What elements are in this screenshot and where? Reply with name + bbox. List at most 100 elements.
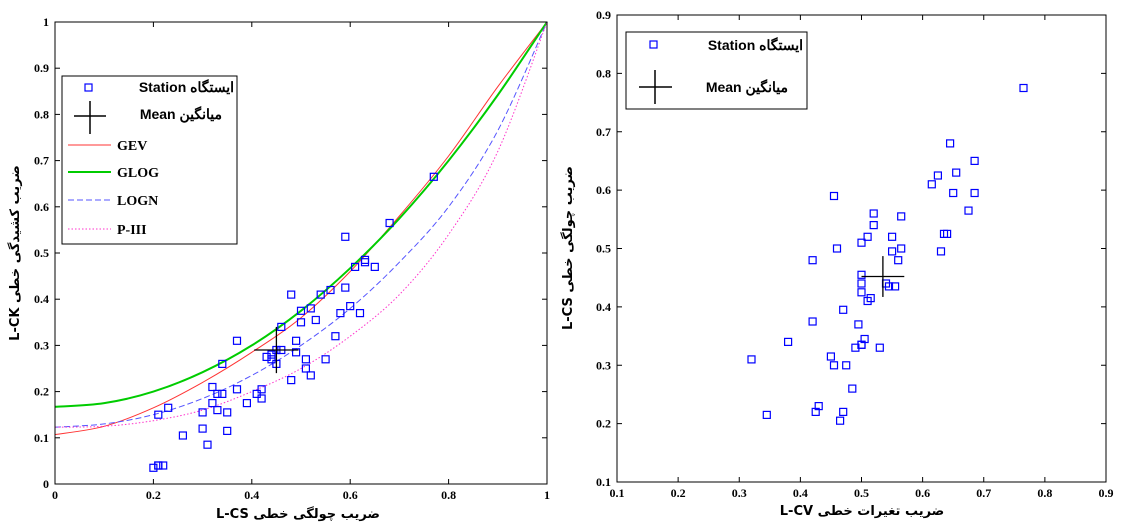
station-point xyxy=(429,172,438,181)
station-point xyxy=(839,407,848,416)
station-point xyxy=(894,256,903,265)
station-point xyxy=(232,385,242,394)
station-point xyxy=(829,361,839,370)
station-point xyxy=(890,282,900,291)
station-point xyxy=(875,343,884,352)
x-axis-ticks: 0 0.2 0.4 0.6 0.8 1 xyxy=(52,22,550,502)
station-point xyxy=(232,336,242,345)
y-axis-ticks: 0 0.1 0.2 0.3 0.4 0.5 0.6 0.7 0.8 0.9 1 xyxy=(34,15,547,491)
y-tick-label: 1 xyxy=(43,15,49,29)
legend-box xyxy=(625,31,808,110)
x-tick-label: 0.3 xyxy=(732,486,747,500)
station-point xyxy=(321,355,330,364)
station-point xyxy=(159,461,168,470)
station-point xyxy=(848,384,857,393)
legend-mean-label: Mean میانگین xyxy=(140,106,222,123)
station-point xyxy=(311,315,320,325)
station-point xyxy=(835,416,845,425)
station-point xyxy=(292,348,301,357)
station-point xyxy=(341,232,350,241)
y-tick-label: 0.5 xyxy=(596,242,611,256)
station-point xyxy=(223,426,232,435)
lcv-lcs-chart: 0.1 0.2 0.3 0.4 0.5 0.6 0.7 0.8 0.9 0.1 0.2 0.3 0.4… xyxy=(560,8,1114,519)
curve-glog xyxy=(54,21,548,408)
x-axis-label: ضریب تغیرات خطی L-CV xyxy=(780,504,944,519)
y-tick-label: 0.1 xyxy=(34,431,49,445)
x-tick-label: 0.6 xyxy=(915,486,930,500)
station-point xyxy=(783,337,793,346)
station-point xyxy=(257,394,266,403)
legend: Station ایستگاه Mean میانگین xyxy=(625,31,808,110)
x-tick-label: 0.5 xyxy=(854,486,869,500)
station-point xyxy=(306,304,315,313)
legend-station-label: Station ایستگاه xyxy=(708,37,803,53)
station-point xyxy=(839,305,848,314)
station-point xyxy=(267,355,276,364)
station-point xyxy=(198,408,207,417)
station-point xyxy=(814,402,823,411)
station-point xyxy=(218,359,227,368)
station-point xyxy=(355,309,365,318)
station-point xyxy=(747,355,756,364)
y-tick-label: 0.7 xyxy=(596,125,611,139)
station-point xyxy=(1019,83,1028,93)
station-point xyxy=(860,334,869,344)
y-axis-ticks: 0.1 0.2 0.3 0.4 0.5 0.6 0.7 0.8 0.9 xyxy=(596,8,1106,489)
y-tick-label: 0.2 xyxy=(596,417,611,431)
station-point xyxy=(301,355,310,364)
station-point xyxy=(296,318,306,327)
station-point xyxy=(869,221,878,230)
station-point xyxy=(306,371,315,380)
station-point xyxy=(370,262,379,271)
x-tick-label: 0.9 xyxy=(1099,486,1114,500)
station-point xyxy=(331,332,340,341)
station-point xyxy=(198,424,207,433)
legend-gev-label: GEV xyxy=(117,139,147,154)
station-point xyxy=(208,382,217,392)
station-point xyxy=(287,290,296,299)
x-tick-label: 0.1 xyxy=(610,486,625,500)
station-point xyxy=(149,463,158,472)
station-point xyxy=(178,431,187,440)
station-point xyxy=(942,229,952,238)
station-point xyxy=(952,168,961,177)
station-point xyxy=(842,361,851,370)
y-tick-label: 0.2 xyxy=(34,385,49,399)
legend-logn-label: LOGN xyxy=(117,194,158,209)
station-point xyxy=(336,309,345,318)
theoretical-curves xyxy=(54,21,548,436)
y-tick-label: 0.9 xyxy=(34,61,49,75)
station-point xyxy=(287,376,296,385)
legend-station-marker xyxy=(84,83,93,92)
station-point xyxy=(866,294,875,303)
x-tick-label: 0.2 xyxy=(671,486,686,500)
station-point xyxy=(964,206,973,215)
legend-box xyxy=(61,75,238,245)
station-point xyxy=(829,191,839,201)
x-tick-label: 0.7 xyxy=(976,486,991,500)
station-point xyxy=(267,350,276,359)
y-tick-label: 0.3 xyxy=(34,338,49,352)
station-point xyxy=(808,317,817,326)
station-point xyxy=(857,270,866,279)
station-point xyxy=(326,285,335,295)
legend-p3-label: P-III xyxy=(117,223,147,238)
y-tick-label: 0.9 xyxy=(596,8,611,22)
y-tick-label: 0.3 xyxy=(596,358,611,372)
x-tick-label: 0.8 xyxy=(1037,486,1052,500)
station-point xyxy=(296,306,306,315)
station-point xyxy=(316,290,325,299)
y-axis-label: ضریب چولگی خطی L-CS xyxy=(560,166,576,330)
y-tick-label: 0.4 xyxy=(34,292,49,306)
curve-p-iii xyxy=(54,21,548,428)
station-point xyxy=(887,247,897,256)
y-axis-label: ضریب کشیدگی خطی L-CK xyxy=(7,165,23,341)
y-tick-label: 0.8 xyxy=(34,107,49,121)
station-point xyxy=(808,256,817,265)
y-tick-label: 0.5 xyxy=(34,246,49,260)
station-point xyxy=(154,410,163,419)
y-tick-label: 0.4 xyxy=(596,300,611,314)
station-point xyxy=(277,322,286,331)
station-point xyxy=(164,403,173,412)
station-point xyxy=(385,218,394,228)
